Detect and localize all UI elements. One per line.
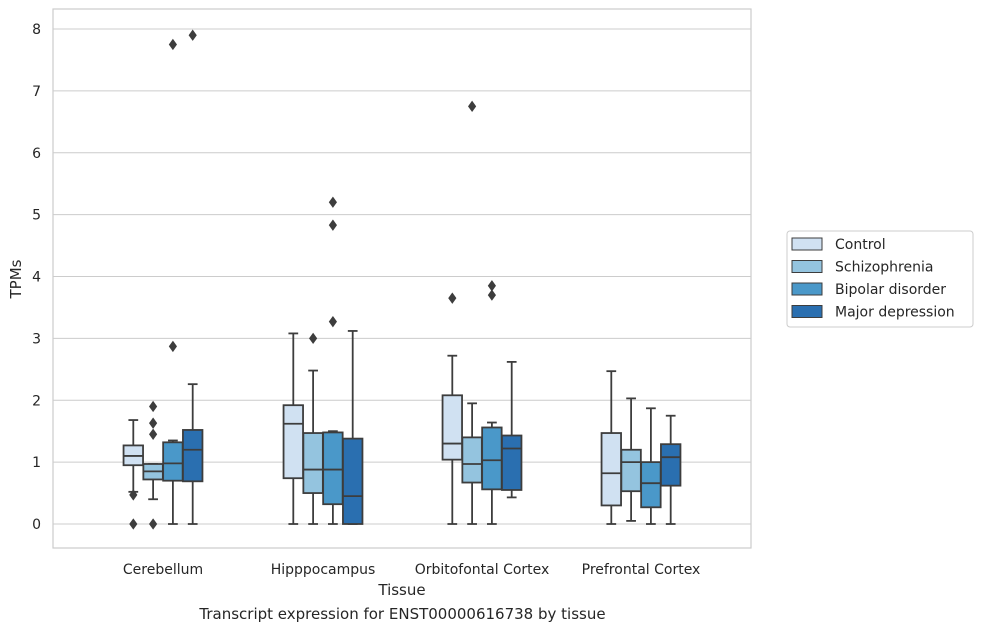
box-schizophrenia-3	[620, 397, 642, 522]
outlier-point	[129, 489, 138, 501]
y-tick-label: 8	[32, 22, 41, 38]
outlier-point	[328, 219, 337, 231]
box-body	[600, 432, 622, 507]
box-control-3	[600, 370, 622, 525]
box-body	[620, 448, 642, 493]
box-body	[481, 426, 503, 491]
box-body	[322, 431, 344, 506]
outlier-point	[129, 518, 138, 530]
outlier-point	[168, 38, 177, 51]
legend-swatch	[791, 260, 823, 273]
y-tick-label: 6	[32, 146, 41, 162]
y-tick-label: 4	[32, 270, 41, 286]
legend-entries: Control Schizophrenia Bipolar disorder Majo…	[791, 237, 955, 321]
outlier-point	[168, 340, 177, 353]
x-axis-title: Tissue	[377, 581, 425, 599]
outlier-point	[468, 100, 477, 113]
outlier-point	[149, 417, 158, 429]
box-body	[282, 404, 304, 480]
legend-label: Schizophrenia	[835, 260, 933, 276]
box-body	[342, 437, 364, 525]
legend-frame	[786, 230, 974, 328]
x-tick-labels: Cerebellum Hipppocampus Orbitofontal Corte…	[123, 562, 700, 578]
grid-lines	[53, 28, 751, 525]
figure-caption: Transcript expression for ENST0000061673…	[199, 605, 606, 623]
y-tick-label: 0	[32, 517, 41, 533]
box-bipolar-disorder-3	[640, 407, 662, 525]
box-body	[640, 461, 662, 509]
box-major-depression-1	[342, 330, 364, 525]
y-tick-label: 2	[32, 393, 41, 409]
outlier-point	[448, 292, 457, 304]
box-bipolar-disorder-0	[162, 38, 184, 525]
y-tick-label: 7	[32, 84, 41, 100]
box-body	[501, 434, 523, 491]
box-control-1	[282, 332, 304, 525]
plot-frame	[52, 8, 752, 549]
x-tick-label: Prefrontal Cortex	[582, 562, 701, 578]
x-tick-label: Orbitofontal Cortex	[415, 562, 550, 578]
outlier-point	[487, 289, 496, 301]
outlier-point	[188, 29, 197, 41]
box-control-2	[441, 292, 463, 525]
box-bipolar-disorder-2	[481, 280, 503, 525]
outlier-point	[328, 196, 337, 208]
x-tick-label: Hipppocampus	[271, 562, 376, 578]
legend: Control Schizophrenia Bipolar disorder Majo…	[786, 230, 974, 328]
y-tick-labels: 0 1 2 3 4 5 6 7 8	[32, 22, 41, 533]
legend-label: Bipolar disorder	[835, 282, 946, 298]
outlier-point	[309, 332, 318, 345]
box-body	[162, 441, 184, 482]
box-control-0	[122, 419, 144, 530]
outlier-point	[487, 280, 496, 292]
box-major-depression-2	[501, 360, 523, 499]
box-major-depression-3	[660, 414, 682, 525]
legend-label: Major depression	[835, 305, 955, 321]
box-plot-marks	[122, 29, 682, 530]
box-major-depression-0	[182, 29, 204, 525]
outlier-point	[149, 428, 158, 440]
box-schizophrenia-2	[461, 100, 483, 525]
box-bipolar-disorder-1	[322, 196, 344, 525]
outlier-point	[149, 518, 158, 530]
legend-swatch	[791, 237, 823, 251]
box-body	[182, 429, 204, 483]
y-tick-label: 3	[32, 331, 41, 347]
y-tick-label: 5	[32, 208, 41, 224]
x-tick-label: Cerebellum	[123, 562, 203, 578]
box-body	[302, 432, 324, 494]
outlier-point	[149, 400, 158, 413]
box-schizophrenia-0	[142, 400, 164, 530]
box-body	[461, 436, 483, 484]
box-schizophrenia-1	[302, 332, 324, 525]
box-body	[660, 443, 682, 487]
outlier-point	[328, 315, 337, 328]
box-body	[441, 394, 463, 461]
legend-label: Control	[835, 237, 886, 253]
legend-swatch	[791, 282, 823, 296]
legend-swatch	[791, 305, 823, 318]
y-tick-label: 1	[32, 455, 41, 471]
y-axis-title: TPMs	[7, 259, 25, 299]
